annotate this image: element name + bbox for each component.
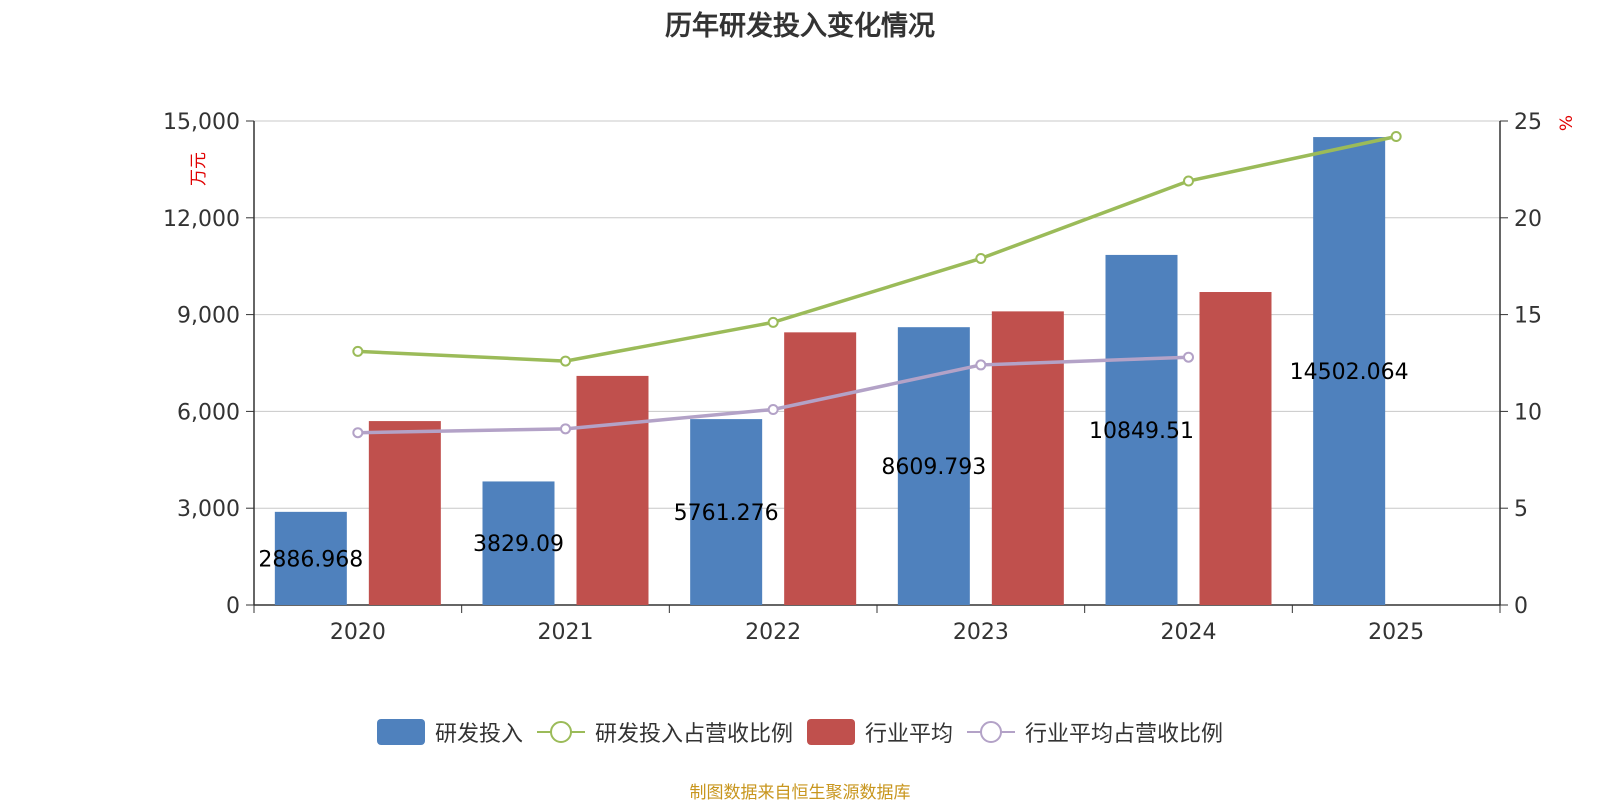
bar-industry-average: [576, 375, 649, 605]
bar-industry-average: [991, 311, 1064, 605]
legend-bar-swatch: [376, 719, 425, 745]
x-axis-tick-label: 2023: [953, 620, 1009, 645]
legend-item[interactable]: 行业平均占营收比例: [967, 716, 1223, 748]
x-axis-tick-label: 2025: [1368, 620, 1424, 645]
point-rd-ratio: [975, 252, 987, 264]
left-axis-unit-label: 万元: [189, 152, 209, 186]
left-axis-tick-label: 6,000: [177, 400, 240, 425]
bar-rd-investment: [690, 419, 763, 605]
bar-rd-investment: [1105, 254, 1178, 605]
legend-label: 研发投入: [434, 722, 523, 747]
chart-title: 历年研发投入变化情况: [665, 11, 935, 42]
line-industry-ratio: [357, 355, 1189, 435]
legend-label: 行业平均: [865, 722, 954, 747]
data-source-note: 制图数据来自恒生聚源数据库: [689, 783, 911, 803]
bar-rd-investment: [482, 481, 555, 605]
right-axis-tick-label: 25: [1514, 110, 1542, 135]
legend-item[interactable]: 行业平均: [807, 716, 953, 748]
point-industry-ratio: [767, 403, 779, 415]
bar-rd-investment: [1313, 137, 1386, 605]
bar-data-label: 5761.276: [674, 501, 779, 526]
left-axis-tick-label: 15,000: [163, 110, 240, 135]
legend-item[interactable]: 研发投入占营收比例: [536, 716, 793, 748]
point-industry-ratio: [975, 359, 987, 371]
left-axis-tick-label: 9,000: [177, 304, 240, 329]
x-axis-tick-label: 2021: [538, 620, 594, 645]
chart-canvas: 03,0006,0009,00012,00015,0000510152025万元…: [163, 110, 1577, 645]
point-rd-ratio: [1390, 130, 1402, 142]
x-axis-tick-label: 2022: [745, 620, 801, 645]
right-axis-tick-label: 15: [1514, 304, 1542, 329]
legend-line-swatch: [967, 719, 1016, 745]
right-axis-tick-label: 20: [1514, 207, 1542, 232]
point-industry-ratio: [352, 427, 364, 439]
point-rd-ratio: [560, 355, 571, 367]
bar-data-label: 3829.09: [473, 532, 564, 557]
bar-data-label: 2886.968: [258, 547, 363, 572]
legend-bar-swatch: [807, 719, 855, 745]
line-rd-ratio: [357, 134, 1397, 363]
bar-rd-investment: [274, 511, 347, 605]
legend-label: 研发投入占营收比例: [594, 722, 793, 747]
point-rd-ratio: [1183, 175, 1194, 187]
right-axis-unit-label: %: [1557, 115, 1577, 131]
point-rd-ratio: [767, 316, 779, 328]
right-axis-tick-label: 5: [1514, 497, 1528, 522]
bar-data-label: 10849.51: [1089, 419, 1194, 444]
legend-label: 行业平均占营收比例: [1025, 722, 1224, 747]
right-axis-tick-label: 10: [1514, 400, 1542, 425]
left-axis-tick-label: 3,000: [177, 497, 240, 522]
legend-item[interactable]: 研发投入: [376, 716, 523, 748]
right-axis-tick-label: 0: [1514, 594, 1528, 619]
bar-data-label: 14502.064: [1290, 360, 1409, 385]
bar-data-label: 8609.793: [881, 455, 986, 480]
bar-industry-average: [784, 332, 857, 605]
bar-industry-average: [368, 421, 441, 605]
left-axis-tick-label: 0: [226, 594, 240, 619]
left-axis-tick-label: 12,000: [163, 207, 240, 232]
legend-line-swatch: [536, 719, 585, 745]
bar-industry-average: [1199, 292, 1272, 605]
x-axis-tick-label: 2024: [1161, 620, 1217, 645]
point-industry-ratio: [560, 423, 571, 435]
legend: 研发投入 研发投入占营收比例 行业平均 行业平均占营收比例: [0, 716, 1600, 748]
point-industry-ratio: [1183, 351, 1194, 363]
x-axis-tick-label: 2020: [330, 620, 386, 645]
point-rd-ratio: [352, 345, 364, 357]
